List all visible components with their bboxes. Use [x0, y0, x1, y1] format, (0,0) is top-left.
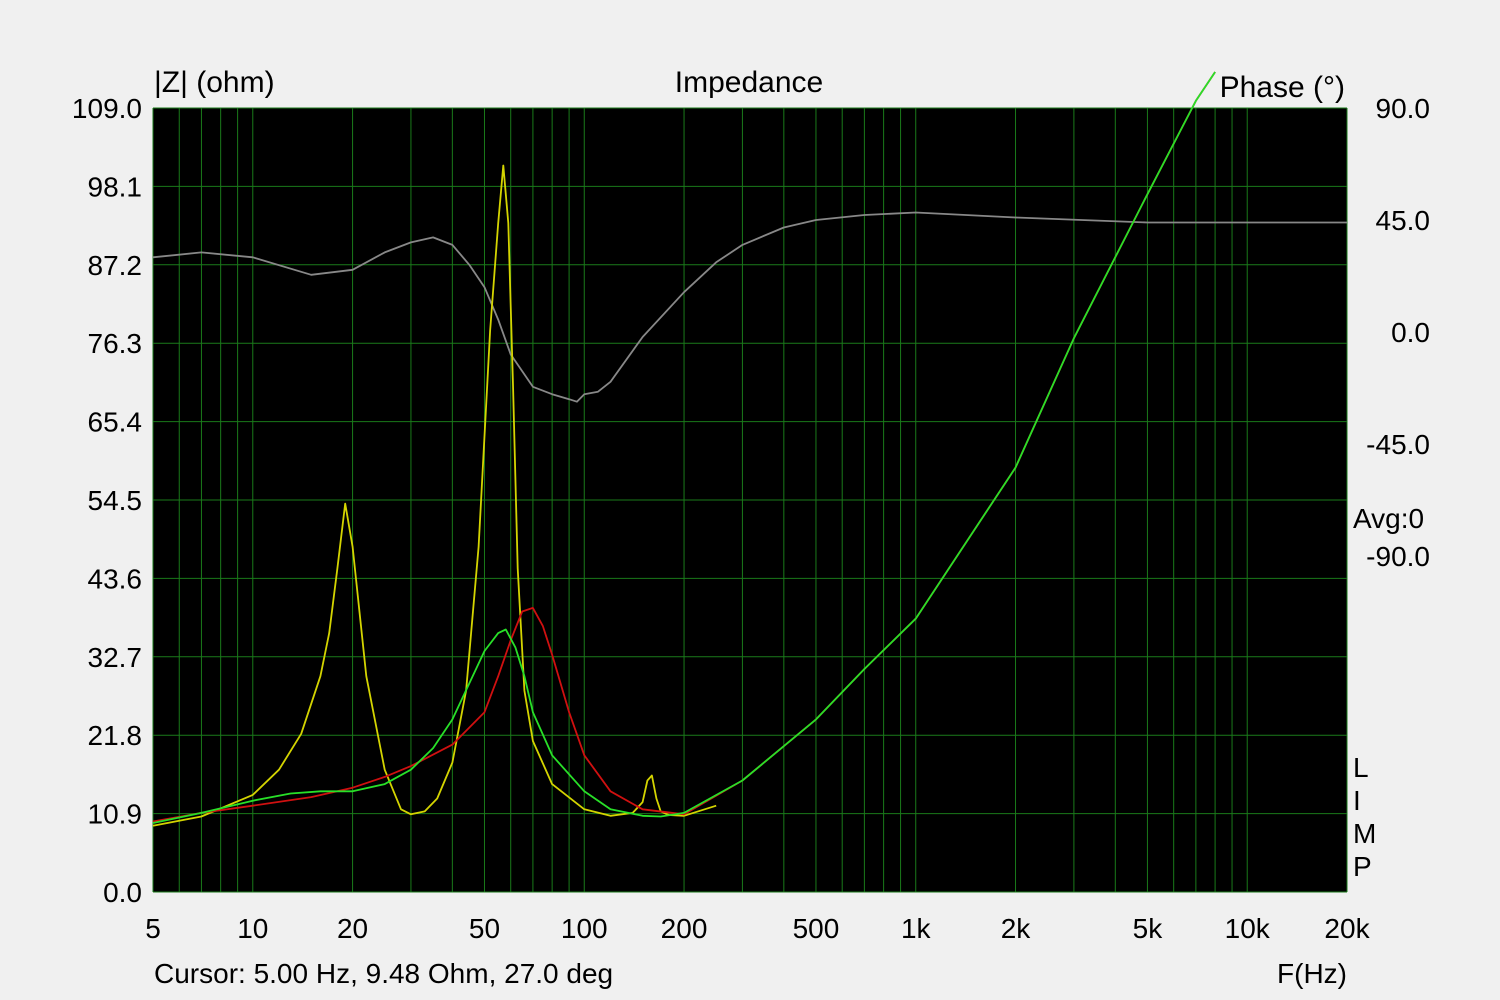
y-right-tick-label: -45.0: [1366, 429, 1430, 460]
y-tick-label: 32.7: [88, 642, 143, 673]
x-tick-label: 5: [145, 913, 161, 944]
x-tick-label: 1k: [901, 913, 932, 944]
y-right-tick-label: -90.0: [1366, 541, 1430, 572]
y-right-tick-label: 45.0: [1376, 205, 1431, 236]
x-tick-label: 10k: [1225, 913, 1271, 944]
tick-labels: 5 10 20 50 100 200 500 1k 2k 5k 10k 20k 0.0 10.9 21.8 3…: [72, 93, 1430, 944]
y-right-tick-label: 0.0: [1391, 317, 1430, 348]
series-line-4: [152, 71, 1216, 824]
y-tick-label: 98.1: [88, 171, 143, 202]
y-tick-label: 21.8: [88, 720, 143, 751]
y-tick-label: 10.9: [88, 799, 143, 830]
side-letter: M: [1353, 818, 1376, 849]
y-tick-label: 65.4: [88, 407, 143, 438]
side-letter: L: [1353, 752, 1369, 783]
avg-label: Avg:0: [1353, 503, 1424, 534]
x-tick-label: 10: [237, 913, 268, 944]
x-tick-label: 100: [561, 913, 608, 944]
x-tick-label: 20: [337, 913, 368, 944]
right-axis-label: Phase (°): [1220, 71, 1345, 104]
series-line-2: [152, 164, 717, 827]
y-tick-label: 87.2: [88, 250, 143, 281]
grid: [152, 107, 1348, 893]
x-axis-label: F(Hz): [1277, 958, 1347, 989]
side-letter: I: [1353, 785, 1361, 816]
x-tick-label: 500: [793, 913, 840, 944]
y-tick-label: 43.6: [88, 563, 143, 594]
x-tick-label: 50: [469, 913, 500, 944]
x-tick-label: 5k: [1133, 913, 1164, 944]
series-layer: [152, 71, 1347, 827]
y-tick-label: 0.0: [103, 877, 142, 908]
x-tick-label: 20k: [1324, 913, 1370, 944]
x-tick-label: 2k: [1001, 913, 1032, 944]
left-axis-label: |Z| (ohm): [154, 66, 275, 99]
x-tick-label: 200: [661, 913, 708, 944]
y-tick-label: 54.5: [88, 485, 143, 516]
cursor-status: Cursor: 5.00 Hz, 9.48 Ohm, 27.0 deg: [154, 958, 613, 989]
y-right-tick-label: 90.0: [1376, 93, 1431, 124]
y-tick-label: 76.3: [88, 328, 143, 359]
chart-title: Impedance: [675, 66, 823, 99]
side-letter: P: [1353, 851, 1372, 882]
series-line-1: [152, 211, 1347, 403]
y-tick-label: 109.0: [72, 93, 142, 124]
